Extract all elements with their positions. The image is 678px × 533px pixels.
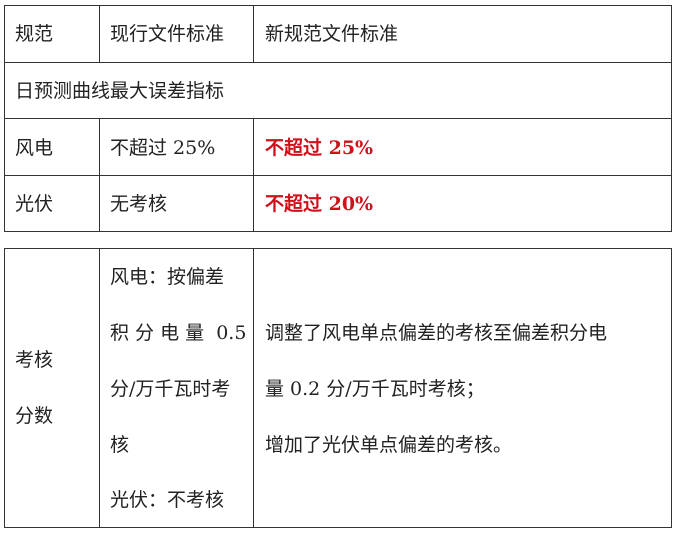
row-wind-new: 不超过 25%: [265, 137, 374, 159]
new-line: 量 0.2 分/万千瓦时考核；: [265, 378, 485, 400]
column-divider: [99, 249, 100, 527]
current-line: 风电：按偏差: [110, 266, 225, 288]
new-line: 增加了光伏单点偏差的考核。: [265, 434, 513, 456]
standards-table: 规范 现行文件标准 新规范文件标准 日预测曲线最大误差指标 风电 不超过 25%…: [4, 5, 672, 232]
row-wind-current: 不超过 25%: [110, 137, 216, 159]
row-divider: [5, 118, 671, 119]
row-wind-label: 风电: [15, 137, 54, 159]
label-line: 考核: [15, 349, 54, 371]
column-divider: [253, 249, 254, 527]
new-line: 调整了风电单点偏差的考核至偏差积分电: [265, 322, 608, 344]
row-pv-new: 不超过 20%: [265, 193, 374, 215]
row-divider: [5, 175, 671, 176]
row-divider: [5, 62, 671, 63]
column-divider: [253, 6, 254, 63]
header-current: 现行文件标准: [110, 23, 225, 45]
column-divider: [99, 6, 100, 63]
current-line: 光伏：不考核: [110, 489, 225, 511]
header-spec: 规范: [15, 23, 54, 45]
row-pv-current: 无考核: [110, 193, 168, 215]
current-line: 分/万千瓦时考: [110, 378, 231, 400]
row-pv-label: 光伏: [15, 193, 54, 215]
section-title: 日预测曲线最大误差指标: [15, 80, 225, 102]
label-line: 分数: [15, 405, 54, 427]
current-line: 核: [110, 434, 130, 456]
current-line: 积 分 电 量 0.5: [110, 322, 247, 344]
assessment-table: 考核 分数 风电：按偏差 积 分 电 量 0.5 分/万千瓦时考 核 光伏：不考…: [4, 248, 672, 528]
header-new: 新规范文件标准: [265, 23, 399, 45]
